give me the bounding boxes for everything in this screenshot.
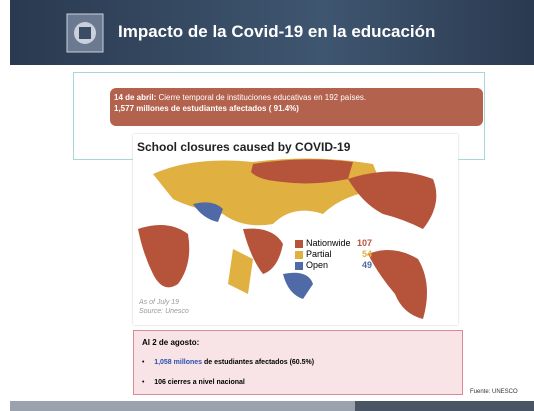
- legend-label: Open: [306, 260, 356, 271]
- map-note: As of July 19 Source: Unesco: [139, 298, 189, 316]
- bullet: • 106 cierres a nivel nacional: [142, 379, 245, 386]
- bullet-highlight: 1,058 millones: [154, 359, 202, 366]
- banner: 14 de abril: Cierre temporal de instituc…: [110, 88, 483, 126]
- legend-swatch: [295, 240, 303, 248]
- legend-swatch: [295, 262, 303, 270]
- bullet-text: de estudiantes afectados (60.5%): [202, 359, 314, 366]
- legend-label: Partial: [306, 249, 356, 260]
- logo: [65, 12, 105, 54]
- update-heading: Al 2 de agosto:: [142, 338, 199, 347]
- legend-count: 54: [356, 249, 372, 260]
- banner-date: 14 de abril:: [114, 93, 156, 102]
- legend-count: 49: [356, 260, 372, 271]
- slide: Impacto de la Covid-19 en la educación 1…: [0, 0, 534, 411]
- footer-source: Fuente: UNESCO: [470, 389, 518, 395]
- world-map: [133, 134, 458, 325]
- footer-bar: [355, 401, 534, 411]
- update-box: Al 2 de agosto: • 1,058 millones de estu…: [133, 330, 463, 395]
- header-title: Impacto de la Covid-19 en la educación: [118, 22, 435, 42]
- banner-line2: 1,577 millones de estudiantes afectados …: [114, 104, 299, 113]
- bullet: • 1,058 millones de estudiantes afectado…: [142, 359, 314, 366]
- source: Source: Unesco: [139, 308, 189, 315]
- map-panel: School closures caused by COVID-19 Natio…: [133, 134, 458, 325]
- legend-label: Nationwide: [306, 238, 356, 249]
- footer-bar: [10, 401, 355, 411]
- bullet-text: 106 cierres a nivel nacional: [154, 379, 245, 386]
- note: As of July 19: [139, 299, 179, 306]
- legend-swatch: [295, 251, 303, 259]
- legend-count: 107: [356, 238, 372, 249]
- banner-text: Cierre temporal de instituciones educati…: [156, 93, 366, 102]
